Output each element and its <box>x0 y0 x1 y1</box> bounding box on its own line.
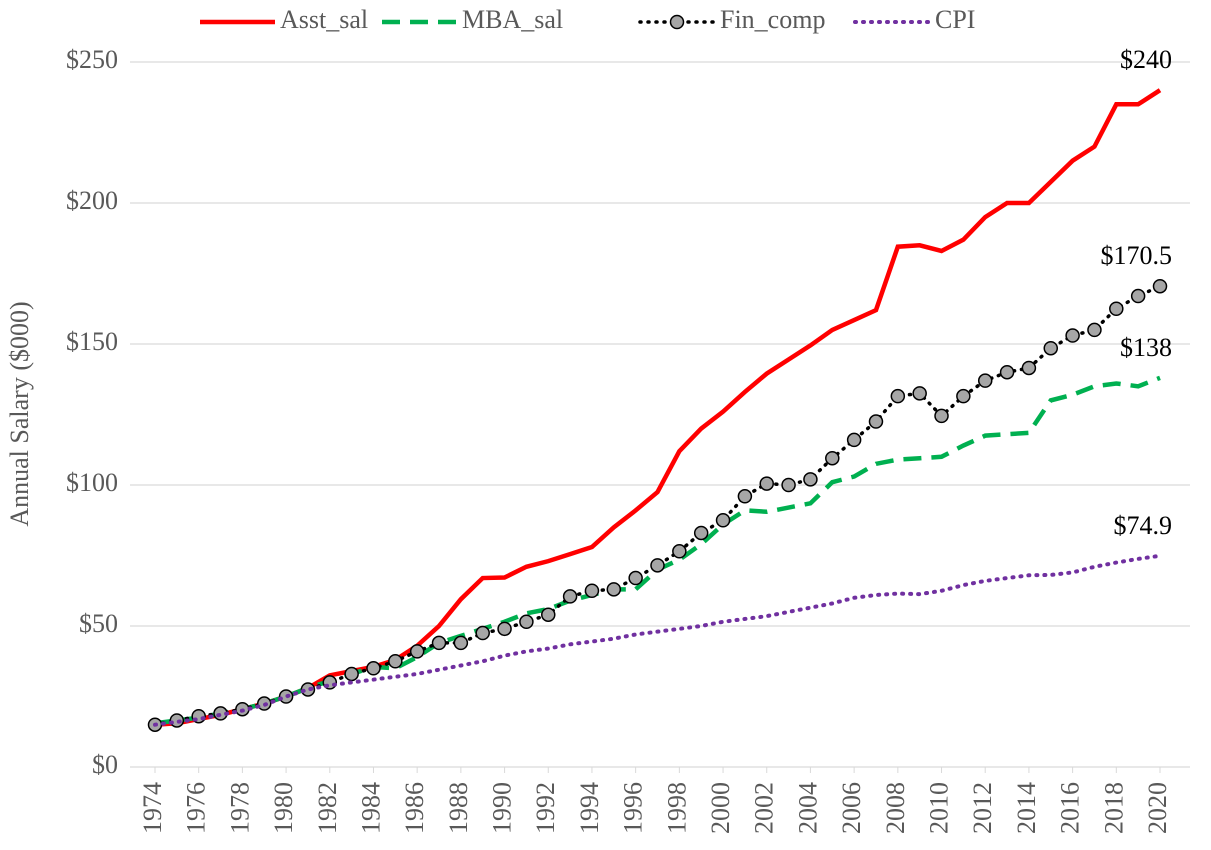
marker <box>890 388 906 404</box>
marker <box>846 432 862 448</box>
marker <box>169 713 185 728</box>
x-tick-label: 1990 <box>488 782 517 834</box>
data-label: $170.5 <box>1101 241 1173 270</box>
data-label: $138 <box>1120 333 1172 362</box>
marker <box>693 525 709 541</box>
marker <box>562 589 578 604</box>
marker <box>934 408 949 424</box>
marker <box>1130 288 1146 304</box>
marker <box>409 644 425 659</box>
marker <box>541 607 556 622</box>
y-tick-label: $250 <box>66 45 118 74</box>
marker <box>977 373 993 388</box>
marker <box>475 625 490 641</box>
marker <box>650 558 665 573</box>
marker <box>431 635 447 651</box>
marker <box>628 570 643 586</box>
x-tick-label: 1996 <box>619 782 648 834</box>
marker <box>300 682 316 697</box>
marker <box>1065 328 1080 343</box>
x-tick-label: 2010 <box>924 782 953 834</box>
marker <box>912 386 927 401</box>
series-line <box>154 375 1161 726</box>
x-tick-label: 1988 <box>444 782 473 834</box>
marker <box>388 654 403 669</box>
data-label: $74.9 <box>1114 511 1173 540</box>
y-tick-label: $0 <box>92 750 118 779</box>
x-tick-label: 1976 <box>182 782 211 834</box>
marker <box>868 414 884 429</box>
marker <box>715 513 731 528</box>
series-line <box>153 284 1162 727</box>
marker <box>999 364 1015 380</box>
marker <box>1152 278 1168 294</box>
marker <box>606 582 622 597</box>
y-tick-label: $200 <box>66 186 118 215</box>
y-tick-label: $50 <box>79 609 118 638</box>
x-tick-label: 2008 <box>881 782 910 834</box>
marker <box>1043 340 1059 356</box>
x-tick-label: 1978 <box>225 782 254 834</box>
marker <box>519 614 534 630</box>
marker <box>1021 360 1037 376</box>
marker <box>1087 322 1102 338</box>
series-line <box>153 553 1162 727</box>
marker <box>759 476 774 491</box>
marker <box>672 544 687 559</box>
legend-marker <box>669 14 685 30</box>
x-tick-label: 1974 <box>138 782 167 834</box>
x-tick-label: 2006 <box>837 782 866 834</box>
marker <box>344 666 359 682</box>
x-tick-label: 1992 <box>531 782 560 834</box>
marker <box>453 635 469 651</box>
x-tick-label: 1986 <box>400 782 429 834</box>
x-tick-label: 2000 <box>706 782 735 834</box>
x-tick-label: 2002 <box>750 782 779 834</box>
x-tick-label: 2012 <box>968 782 997 834</box>
series-line <box>154 88 1162 727</box>
y-tick-label: $150 <box>66 327 118 356</box>
marker <box>1109 301 1124 316</box>
marker <box>825 450 840 466</box>
marker <box>956 388 971 404</box>
marker <box>781 477 796 493</box>
x-tick-label: 1998 <box>662 782 691 834</box>
legend-label: Fin_comp <box>720 5 825 34</box>
x-tick-label: 2016 <box>1056 782 1085 834</box>
legend-label: CPI <box>935 5 975 34</box>
legend-label: MBA_sal <box>462 5 563 34</box>
x-tick-label: 2004 <box>793 782 822 834</box>
y-tick-label: $100 <box>66 468 118 497</box>
x-tick-label: 1984 <box>356 782 385 834</box>
x-tick-label: 1982 <box>313 782 342 834</box>
legend-label: Asst_sal <box>280 5 368 34</box>
x-tick-label: 2020 <box>1143 782 1172 834</box>
marker <box>737 489 753 504</box>
x-tick-label: 1994 <box>575 782 604 834</box>
y-axis-label: Annual Salary ($000) <box>5 301 34 526</box>
x-tick-label: 1980 <box>269 782 298 834</box>
marker <box>366 661 381 676</box>
marker <box>497 621 512 637</box>
marker <box>584 583 600 598</box>
x-tick-label: 2018 <box>1099 782 1128 834</box>
data-label: $240 <box>1120 45 1172 74</box>
x-tick-label: 2014 <box>1012 782 1041 834</box>
marker <box>803 472 818 487</box>
